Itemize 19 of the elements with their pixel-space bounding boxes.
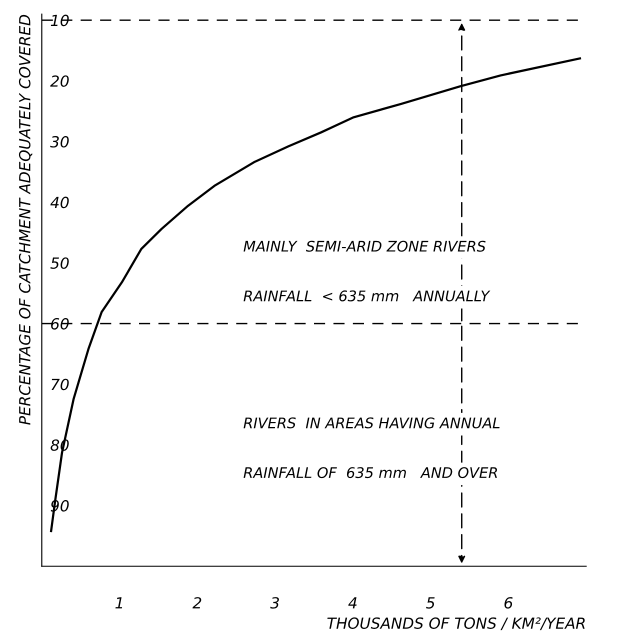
y-tick-label: 40 [50,196,69,208]
x-tick-label: 4 [348,597,357,608]
x-axis-title: THOUSANDS OF TONS / KM²/YEAR [327,617,585,630]
annotation: RAINFALL OF 635 mm AND OVER [244,467,498,478]
y-tick-label: 50 [50,257,69,269]
x-tick-label: 6 [504,597,513,609]
x-tick-label: 3 [270,597,279,609]
annotation: RAINFALL < 635 mm ANNUALLY [244,290,490,302]
y-tick-label: 20 [50,75,69,87]
y-axis-title: PERCENTAGE OF CATCHMENT ADEQUATELY COVERED [18,14,32,425]
annotation: RIVERS IN AREAS HAVING ANNUAL [244,417,500,428]
y-tick-label: 30 [50,136,69,148]
annotation: MAINLY SEMI-ARID ZONE RIVERS [244,240,486,252]
y-tick-label: 60 [51,318,69,330]
x-tick-label: 1 [115,597,122,608]
y-tick-label: 70 [52,378,69,390]
x-tick-label: 2 [192,597,202,608]
x-tick-label: 5 [426,597,435,609]
y-tick-label: 10 [50,14,69,26]
